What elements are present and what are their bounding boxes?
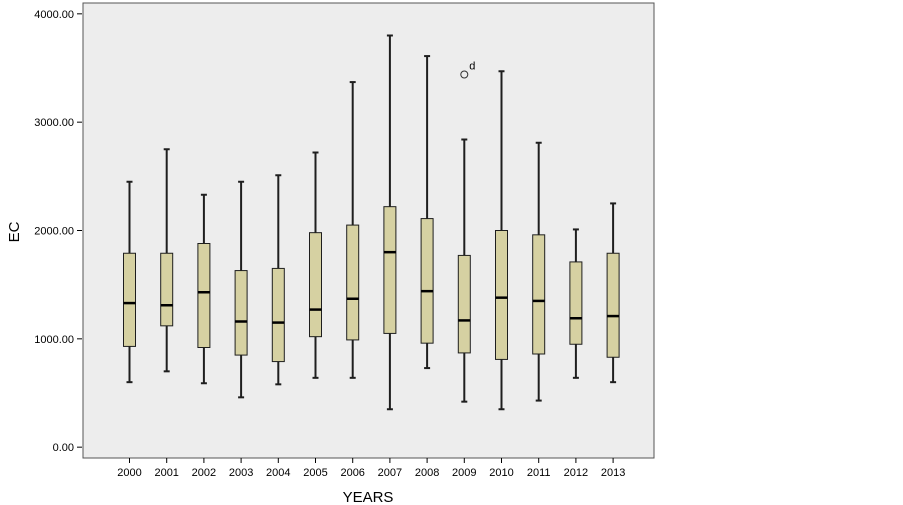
box-body: [569, 261, 583, 345]
box-body: [271, 267, 285, 363]
box-2012: [569, 228, 583, 379]
y-tick-label: 4000.00: [34, 9, 74, 21]
x-tick-label: 2012: [564, 467, 588, 479]
x-axis: 2000 2001 2002 2003 2004 2005 2006 2007 2008 2009…: [117, 458, 625, 479]
y-tick-label: 0.00: [53, 442, 74, 454]
y-tick-label: 1000.00: [34, 334, 74, 346]
x-tick-label: 2008: [415, 467, 439, 479]
box-body: [606, 252, 620, 358]
box-2011: [532, 141, 546, 402]
y-axis: 0.00 1000.00 2000.00 3000.00 4000.00: [34, 9, 82, 454]
box-2007: [383, 34, 397, 411]
x-tick-label: 2006: [340, 467, 364, 479]
box-body: [234, 270, 248, 356]
box-body: [123, 252, 136, 347]
box-2003: [234, 180, 248, 399]
x-tick-label: 2013: [601, 467, 625, 479]
box-2002: [197, 193, 211, 385]
x-tick-label: 2002: [192, 467, 216, 479]
box-2013: [606, 202, 620, 384]
outlier-label: d: [469, 61, 475, 73]
x-tick-label: 2001: [154, 467, 178, 479]
box-2001: [160, 148, 174, 373]
box-2006: [346, 81, 360, 379]
y-tick-label: 3000.00: [34, 117, 74, 129]
y-axis-title: EC: [6, 221, 23, 242]
box-2004: [271, 174, 285, 386]
x-tick-label: 2003: [229, 467, 253, 479]
box-series: [123, 34, 620, 411]
box-body: [309, 232, 322, 338]
plot-area: [82, 2, 655, 459]
box-body: [457, 254, 471, 354]
x-tick-label: 2005: [303, 467, 327, 479]
x-tick-label: 2007: [378, 467, 402, 479]
x-tick-label: 2009: [452, 467, 476, 479]
box-body: [420, 218, 434, 344]
box-body: [346, 224, 360, 341]
box-body: [532, 234, 546, 355]
y-tick-label: 2000.00: [34, 226, 74, 238]
box-2005: [309, 151, 322, 379]
x-tick-label: 2000: [117, 467, 141, 479]
x-tick-label: 2004: [266, 467, 290, 479]
box-2008: [420, 55, 434, 370]
box-2010: [495, 70, 508, 411]
outlier-series: d: [460, 61, 475, 79]
x-tick-label: 2010: [489, 467, 513, 479]
box-2000: [123, 180, 136, 384]
x-tick-label: 2011: [527, 467, 551, 479]
box-body: [495, 230, 508, 360]
box-body: [160, 252, 174, 327]
box-body: [197, 243, 211, 348]
box-body: [383, 206, 397, 334]
x-axis-title: YEARS: [343, 489, 394, 505]
outlier-point: [460, 70, 469, 79]
box-2009: [457, 138, 471, 403]
